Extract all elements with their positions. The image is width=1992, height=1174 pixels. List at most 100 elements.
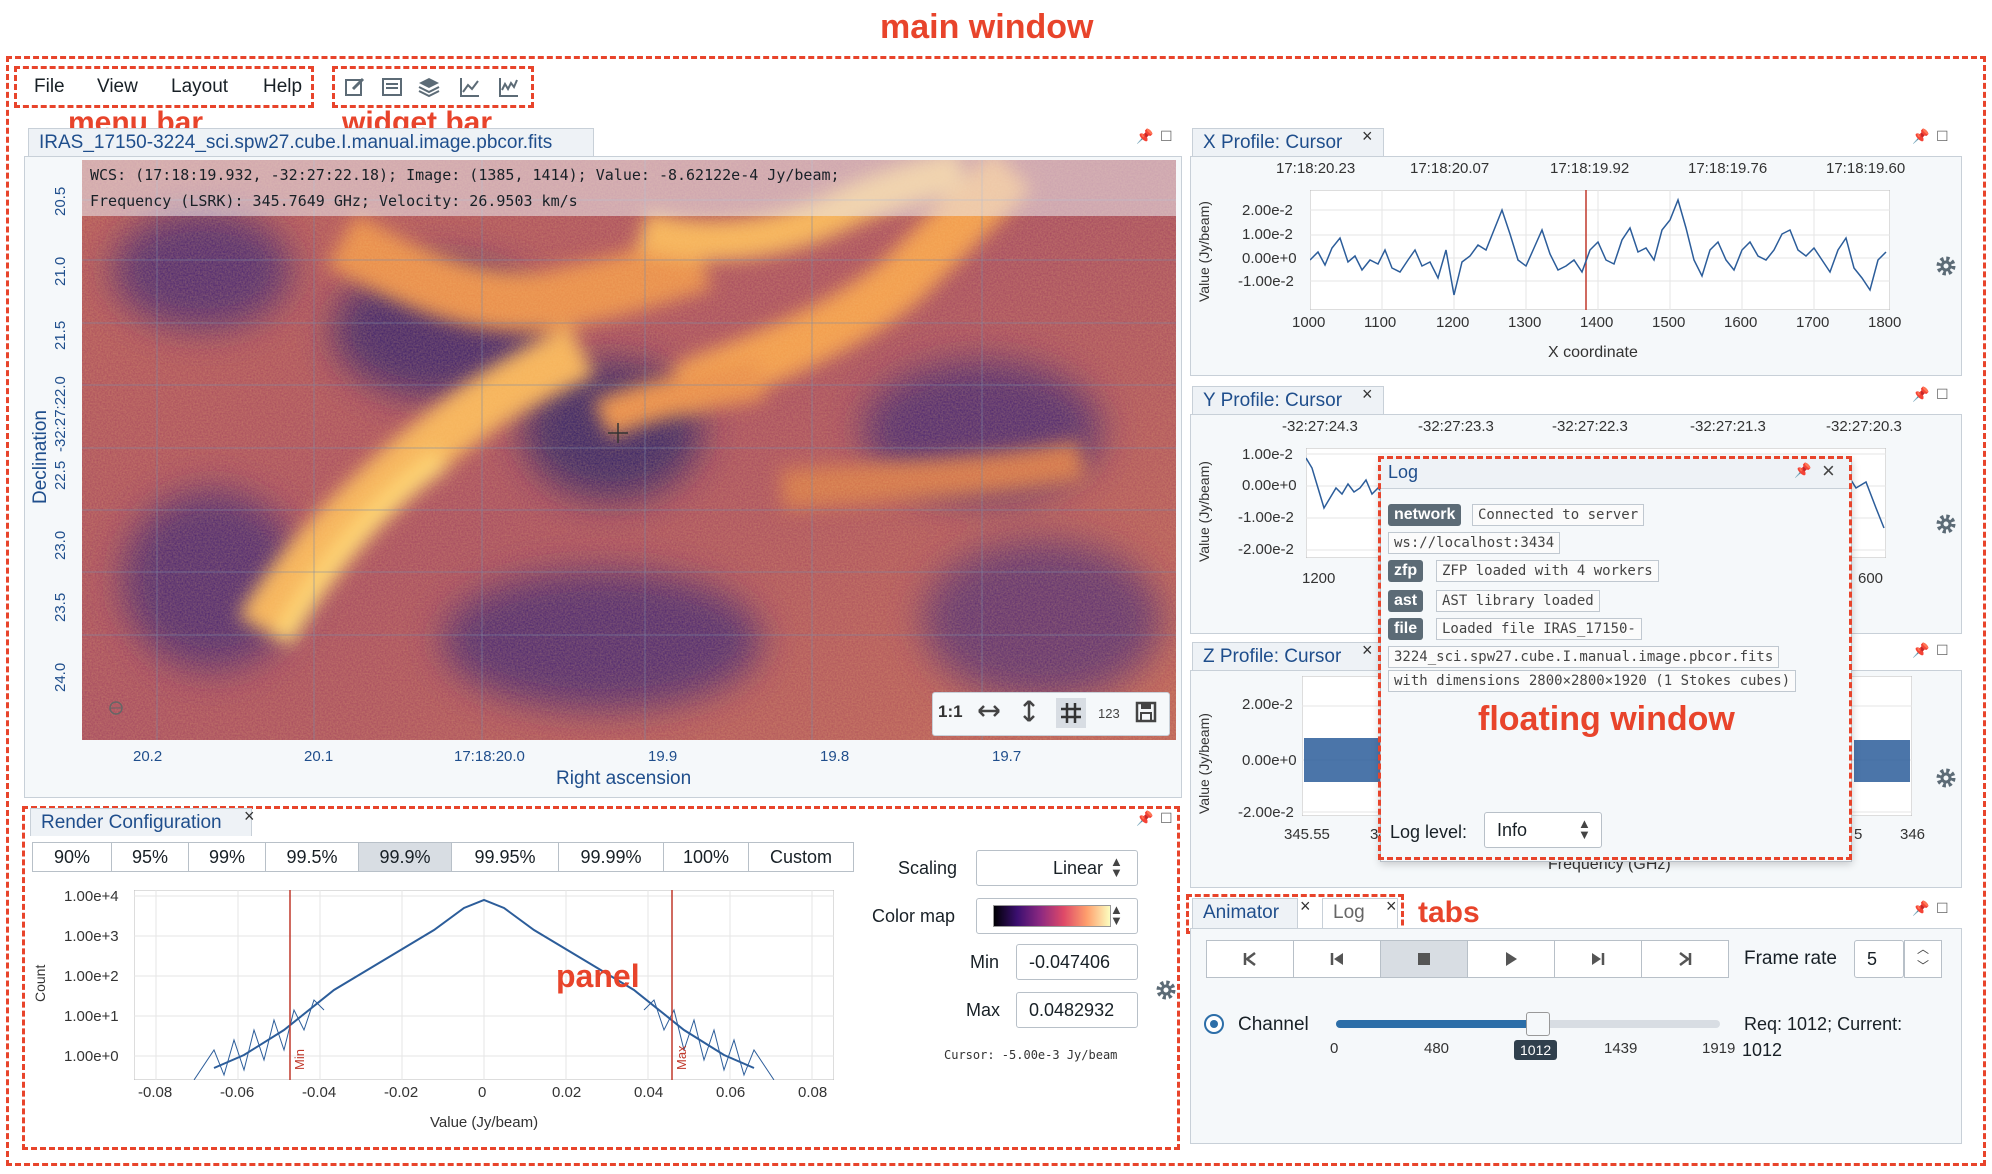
pin-icon[interactable]: 📌 [1912,128,1930,144]
x-profile-x-tick: 1400 [1580,314,1614,331]
x-profile-x-tick: 1000 [1292,314,1326,331]
menu-view[interactable]: View [97,76,138,97]
layers-icon[interactable] [414,72,444,102]
dec-tick: 21.0 [52,256,69,286]
maximize-icon[interactable]: ☐ [1936,128,1949,144]
hist-x-tick: 0 [478,1084,487,1101]
menu-file[interactable]: File [34,76,65,97]
colormap-label: Color map [872,906,956,926]
close-icon[interactable]: × [1386,896,1397,916]
stop-button[interactable] [1380,940,1468,978]
play-button[interactable] [1467,940,1555,978]
percentile-custom[interactable]: Custom [748,842,854,872]
close-icon[interactable]: × [1362,126,1373,146]
close-icon[interactable]: × [1300,896,1311,916]
percentile-99-99[interactable]: 99.99% [558,842,664,872]
max-input[interactable]: 0.0482932 [1016,992,1138,1028]
frame-rate-input[interactable]: 5 [1854,940,1904,978]
frame-rate-stepper[interactable]: ︿ ﹀ [1904,940,1942,978]
x-profile-plot[interactable] [1309,189,1891,315]
gear-icon[interactable] [1154,978,1178,1002]
dec-tick: 23.0 [52,530,69,560]
line-chart-icon[interactable] [455,72,485,102]
gear-icon[interactable] [1934,254,1958,278]
percentile-99-5[interactable]: 99.5% [265,842,359,872]
y-profile-y-tick: -1.00e-2 [1238,509,1294,526]
render-config-tab[interactable]: Render Configuration [30,808,252,836]
save-image-icon[interactable] [1134,700,1158,729]
channel-radio[interactable] [1204,1014,1224,1034]
pin-icon[interactable]: 📌 [1912,386,1930,402]
channel-slider-thumb[interactable] [1526,1012,1551,1036]
close-icon[interactable]: × [244,806,255,826]
log-message: ws://localhost:3434 [1388,532,1561,554]
file-header-icon[interactable] [377,72,407,102]
maximize-icon[interactable]: ☐ [1936,900,1949,916]
percentile-95[interactable]: 95% [111,842,189,872]
percentile-99-9[interactable]: 99.9% [358,842,452,872]
maximize-icon[interactable]: ☐ [1160,810,1173,826]
wcs-toggle-button[interactable]: 123 [1098,706,1120,721]
maximize-icon[interactable]: ☐ [1936,642,1949,658]
pin-icon[interactable]: 📌 [1912,642,1930,658]
log-level-select[interactable]: Info [1484,812,1602,848]
log-tag-ast: ast [1388,590,1424,612]
zoom-fit-height-icon[interactable] [1016,698,1042,729]
previous-frame-button[interactable] [1293,940,1381,978]
menu-help[interactable]: Help [263,76,303,97]
gear-icon[interactable] [1934,766,1958,790]
maximize-icon[interactable]: ☐ [1936,386,1949,402]
maximize-icon[interactable]: ☐ [1160,128,1173,144]
pin-icon[interactable]: 📌 [1912,900,1930,916]
percentile-90[interactable]: 90% [32,842,112,872]
cursor-info-wcs: WCS: (17:18:19.932, -32:27:22.18); Image… [90,166,840,184]
dec-tick: 23.5 [52,592,69,622]
hist-y-tick: 1.00e+1 [64,1008,119,1025]
z-profile-tab[interactable]: Z Profile: Cursor [1192,642,1384,670]
hist-y-tick: 1.00e+3 [64,928,119,945]
x-profile-x-tick: 1200 [1436,314,1470,331]
log-window-title: Log [1388,462,1419,482]
percentile-99-95[interactable]: 99.95% [451,842,559,872]
animator-tab[interactable]: Animator [1192,898,1298,928]
y-profile-top-tick: -32:27:22.3 [1552,418,1628,435]
log-level-value: Info [1497,819,1528,840]
percentile-100[interactable]: 100% [663,842,749,872]
scaling-select[interactable]: Linear [976,850,1138,886]
frame-rate-label: Frame rate [1744,948,1837,969]
x-profile-top-tick: 17:18:19.92 [1550,160,1630,177]
close-icon[interactable]: × [1822,458,1835,483]
x-profile-tab[interactable]: X Profile: Cursor [1192,128,1384,156]
first-frame-button[interactable] [1206,940,1294,978]
annotation-panel: panel [556,958,640,994]
scaling-value: Linear [1052,857,1103,878]
slider-tick: 1919 [1702,1040,1736,1057]
close-icon[interactable]: × [1362,384,1373,404]
hist-x-tick: -0.08 [138,1084,173,1101]
colormap-select[interactable] [976,898,1138,934]
gear-icon[interactable] [1934,512,1958,536]
image-canvas[interactable] [82,160,1176,740]
last-frame-button[interactable] [1641,940,1729,978]
next-frame-button[interactable] [1554,940,1642,978]
log-tab[interactable]: Log [1322,898,1398,928]
grid-overlay-icon[interactable] [1056,698,1086,728]
x-profile-x-tick: 1700 [1796,314,1830,331]
close-icon[interactable]: × [1362,640,1373,660]
pin-icon[interactable]: 📌 [1136,810,1154,826]
menu-layout[interactable]: Layout [171,76,229,97]
image-viewer-tab[interactable]: IRAS_17150-3224_sci.spw27.cube.I.manual.… [28,128,594,156]
hist-x-tick: -0.06 [220,1084,255,1101]
pin-icon[interactable]: 📌 [1794,462,1812,478]
log-window-titlebar[interactable] [1380,458,1850,489]
zoom-1to1-button[interactable]: 1:1 [938,702,963,721]
percentile-99[interactable]: 99% [188,842,266,872]
min-input[interactable]: -0.047406 [1016,944,1138,980]
y-profile-tab[interactable]: Y Profile: Cursor [1192,386,1384,414]
histogram-plot[interactable] [133,889,835,1085]
region-edit-icon[interactable] [340,72,370,102]
pin-icon[interactable]: 📌 [1136,128,1154,144]
x-profile-top-tick: 17:18:20.23 [1276,160,1356,177]
histogram-chart-icon[interactable] [494,72,524,102]
zoom-fit-width-icon[interactable] [976,698,1002,729]
